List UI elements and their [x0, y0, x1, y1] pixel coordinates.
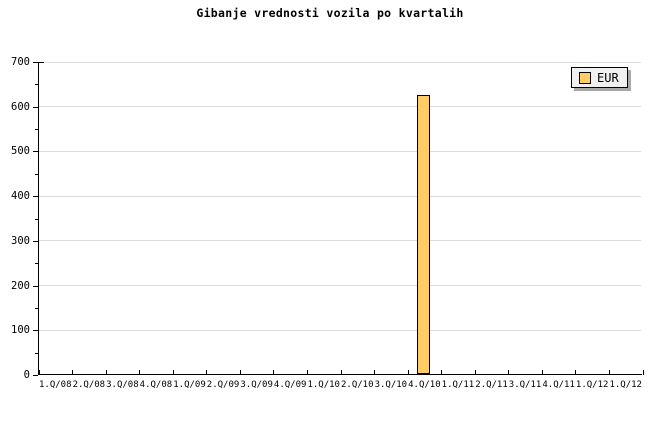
gridline-y-500 [39, 150, 641, 152]
x-axis-tick [105, 370, 107, 375]
y-axis-minor-tick [35, 173, 38, 175]
y-axis-major-tick [33, 106, 38, 108]
x-axis-tick-label: 3.Q/08 [106, 380, 139, 390]
x-axis-tick-label: 3.Q/11 [508, 380, 542, 390]
x-axis-tick-label: 1.Q/12 [609, 380, 642, 390]
legend-label: EUR [597, 70, 619, 85]
legend-swatch-icon [579, 71, 591, 84]
x-axis-tick-label: 1.Q/12 [575, 380, 609, 390]
x-axis-tick-label: 1.Q/08 [39, 380, 72, 390]
x-axis-tick-label: 4.Q/08 [139, 380, 173, 390]
y-axis-major-tick [33, 240, 38, 242]
x-axis-tick-label: 4.Q/10 [408, 380, 441, 390]
y-axis-minor-tick [35, 218, 38, 220]
gridline-y-400 [39, 195, 641, 197]
y-axis-tick-label: 700 [11, 56, 30, 68]
x-axis-tick [340, 370, 342, 375]
chart-title: Gibanje vrednosti vozila po kvartalih [196, 6, 464, 20]
y-axis-minor-tick [35, 129, 38, 131]
x-axis-tick-label: 1.Q/10 [307, 380, 340, 390]
gridline-y-200 [39, 285, 641, 287]
gridline-y-700 [39, 61, 641, 63]
x-axis-tick [474, 370, 476, 375]
y-axis-major-tick [33, 196, 38, 198]
x-axis-tick [541, 370, 543, 375]
y-axis-tick-label: 0 [23, 369, 30, 381]
bar-4.Q/10 [417, 95, 431, 374]
x-axis-tick-label: 4.Q/09 [273, 380, 307, 390]
legend: EUR [571, 67, 628, 88]
y-axis-major-tick [33, 62, 38, 63]
y-axis-major-tick [33, 375, 38, 376]
x-axis-tick [441, 370, 443, 375]
x-axis-tick [38, 370, 40, 375]
x-axis-tick-label: 1.Q/11 [441, 380, 475, 390]
x-axis-tick [139, 370, 141, 375]
y-axis-minor-tick [35, 307, 38, 309]
y-axis-tick-label: 400 [11, 190, 30, 203]
x-axis-tick-label: 2.Q/09 [206, 380, 240, 390]
y-axis-minor-tick [35, 84, 38, 86]
x-axis-tick [407, 370, 409, 375]
y-axis-tick-label: 300 [11, 234, 30, 247]
x-axis-tick-label: 3.Q/09 [240, 380, 273, 390]
y-axis-major-tick [33, 285, 38, 287]
gridline-y-100 [39, 329, 641, 331]
x-axis-tick [172, 370, 174, 375]
x-axis-tick-label: 2.Q/11 [475, 380, 508, 390]
x-axis-tick-label: 4.Q/11 [542, 380, 575, 390]
x-axis-tick [508, 370, 510, 375]
gridline-y-600 [39, 106, 641, 108]
x-axis-tick [72, 370, 74, 375]
y-axis-tick-label: 600 [11, 100, 30, 113]
y-axis-top-tick [39, 62, 44, 63]
x-axis-tick [239, 370, 241, 375]
gridline-y-300 [39, 240, 641, 242]
x-axis-tick-label: 2.Q/10 [341, 380, 374, 390]
x-axis-tick [206, 370, 208, 375]
y-axis-minor-tick [35, 263, 38, 265]
x-axis-tick [575, 370, 577, 375]
plot-area [38, 61, 642, 375]
x-axis-tick [273, 370, 275, 375]
y-axis-tick-label: 500 [11, 145, 30, 158]
y-axis-major-tick [33, 330, 38, 332]
x-axis-tick [642, 370, 644, 375]
x-axis-tick [374, 370, 376, 375]
y-axis-major-tick [33, 151, 38, 153]
x-axis-tick [306, 370, 308, 375]
x-axis-tick-label: 3.Q/10 [374, 380, 408, 390]
y-axis-minor-tick [35, 352, 38, 354]
y-axis-tick-label: 200 [11, 279, 30, 292]
x-axis-tick-label: 1.Q/09 [173, 380, 206, 390]
y-axis-tick-label: 100 [11, 324, 30, 337]
x-axis-tick [608, 370, 610, 375]
x-axis-tick-label: 2.Q/08 [72, 380, 106, 390]
